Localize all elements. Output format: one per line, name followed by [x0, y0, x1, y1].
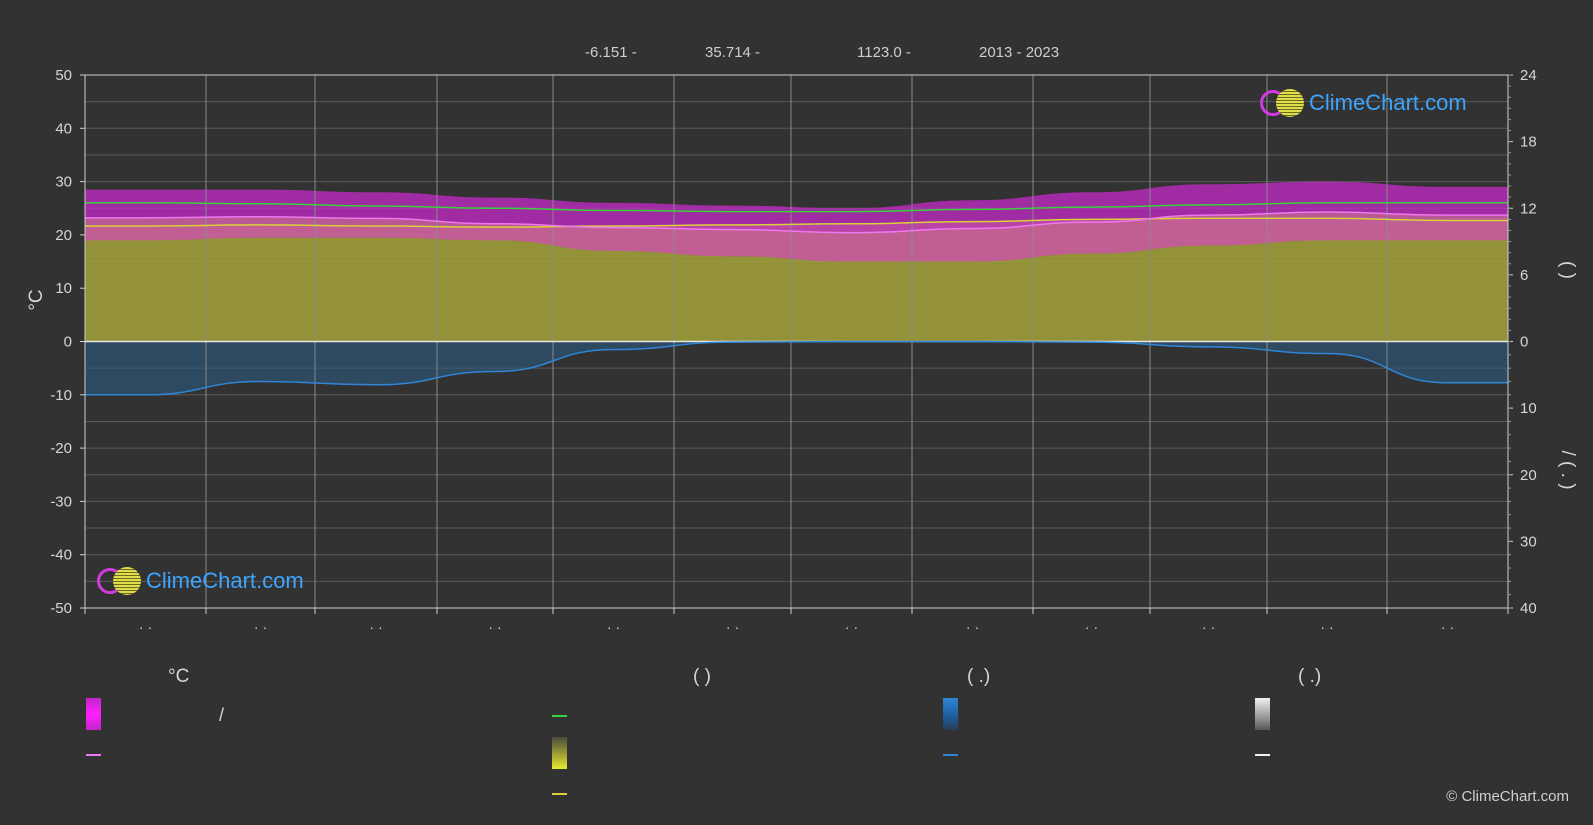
right-tick-label-top: 6 [1520, 267, 1528, 284]
right-tick-label-top: 18 [1520, 134, 1537, 151]
x-tick-label: · · [369, 619, 382, 635]
left-tick-label: -10 [50, 387, 72, 404]
x-tick-label: · · [1202, 619, 1215, 635]
left-tick-label: -50 [50, 600, 72, 617]
right-tick-label-bottom: 30 [1520, 533, 1537, 550]
x-tick-label: · · [1441, 619, 1454, 635]
x-tick-label: · · [845, 619, 858, 635]
x-tick-label: · · [966, 619, 979, 635]
legend-snow-title: ( .) [1298, 666, 1322, 687]
header-longitude: 35.714 - [705, 44, 761, 61]
precipitation-area [85, 341, 1508, 395]
left-tick-label: 40 [55, 120, 72, 137]
right-axis-label-top: ( ) [1557, 261, 1578, 279]
left-axis-label: °C [26, 289, 47, 310]
right-tick-label-top: 0 [1520, 334, 1528, 351]
right-tick-label-bottom: 40 [1520, 600, 1537, 617]
legend-rain-title: ( .) [967, 666, 991, 687]
left-tick-label: -20 [50, 440, 72, 457]
header-years: 2013 - 2023 [979, 44, 1060, 61]
legend-temperature-title: °C [168, 666, 190, 687]
logo-text: ClimeChart.com [146, 568, 304, 593]
x-tick-label: · · [1320, 619, 1333, 635]
legend-temp-range-label: / [219, 705, 225, 725]
legend-temp-mean-line [86, 754, 101, 756]
legend-sunshine-swatch [552, 737, 567, 769]
x-tick-label: · · [607, 619, 620, 635]
right-tick-label-top: 12 [1520, 200, 1537, 217]
left-tick-label: 30 [55, 174, 72, 191]
temperature-mean-line [85, 211, 1508, 234]
left-tick-label: 50 [55, 67, 72, 84]
x-tick-label: · · [1085, 619, 1098, 635]
header-elevation: 1123.0 - [857, 44, 911, 61]
left-tick-label: 10 [55, 280, 72, 297]
temperature-lower-band [85, 211, 1508, 262]
left-tick-label: -40 [50, 547, 72, 564]
legend-rain-line [943, 754, 958, 756]
sunshine-line [85, 217, 1508, 228]
precipitation-line [85, 340, 1508, 396]
left-tick-label: -30 [50, 493, 72, 510]
left-tick-label: 20 [55, 227, 72, 244]
logo-sun-icon [1276, 89, 1304, 117]
x-tick-label: · · [488, 619, 501, 635]
legend-sunshine-line [552, 793, 567, 795]
legend-daylight-line [552, 715, 567, 717]
x-tick-label: · · [254, 619, 267, 635]
legend-snow-line [1255, 754, 1270, 756]
daylight-line [85, 201, 1508, 213]
logo-text: ClimeChart.com [1309, 90, 1467, 115]
logo-bottom-left: ClimeChart.com [97, 567, 304, 595]
right-tick-label-bottom: 10 [1520, 400, 1537, 417]
logo-sun-icon [113, 567, 141, 595]
legend-snow-swatch [1255, 698, 1270, 730]
header-latitude: -6.151 - [585, 44, 637, 61]
legend-temp-range-swatch [86, 698, 101, 730]
legend-rain-swatch [943, 698, 958, 730]
right-tick-label-bottom: 20 [1520, 467, 1537, 484]
logo-top-right: ClimeChart.com [1260, 89, 1467, 117]
right-axis-label-bottom: / ( . ) [1557, 450, 1578, 489]
x-tick-label: · · [726, 619, 739, 635]
copyright: © ClimeChart.com [1446, 788, 1569, 805]
left-tick-label: 0 [64, 334, 72, 351]
x-tick-label: · · [139, 619, 152, 635]
legend-daylight-title: ( ) [693, 666, 711, 687]
right-tick-label-top: 24 [1520, 67, 1537, 84]
